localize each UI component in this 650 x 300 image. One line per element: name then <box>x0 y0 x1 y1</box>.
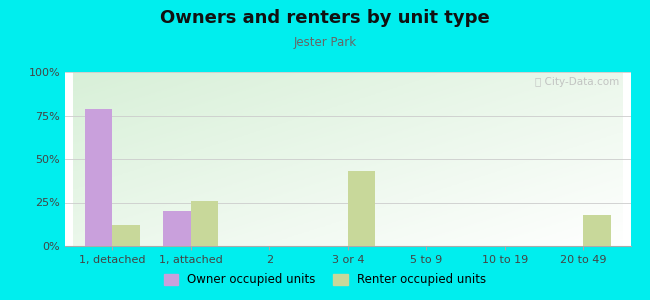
Text: Owners and renters by unit type: Owners and renters by unit type <box>160 9 490 27</box>
Bar <box>112 225 140 246</box>
Bar <box>163 211 190 246</box>
Bar <box>190 201 218 246</box>
Legend: Owner occupied units, Renter occupied units: Owner occupied units, Renter occupied un… <box>159 269 491 291</box>
Bar <box>584 215 611 246</box>
Text: Jester Park: Jester Park <box>293 36 357 49</box>
Text: Ⓐ City-Data.com: Ⓐ City-Data.com <box>535 77 619 87</box>
Bar <box>348 171 375 246</box>
Bar <box>84 109 112 246</box>
